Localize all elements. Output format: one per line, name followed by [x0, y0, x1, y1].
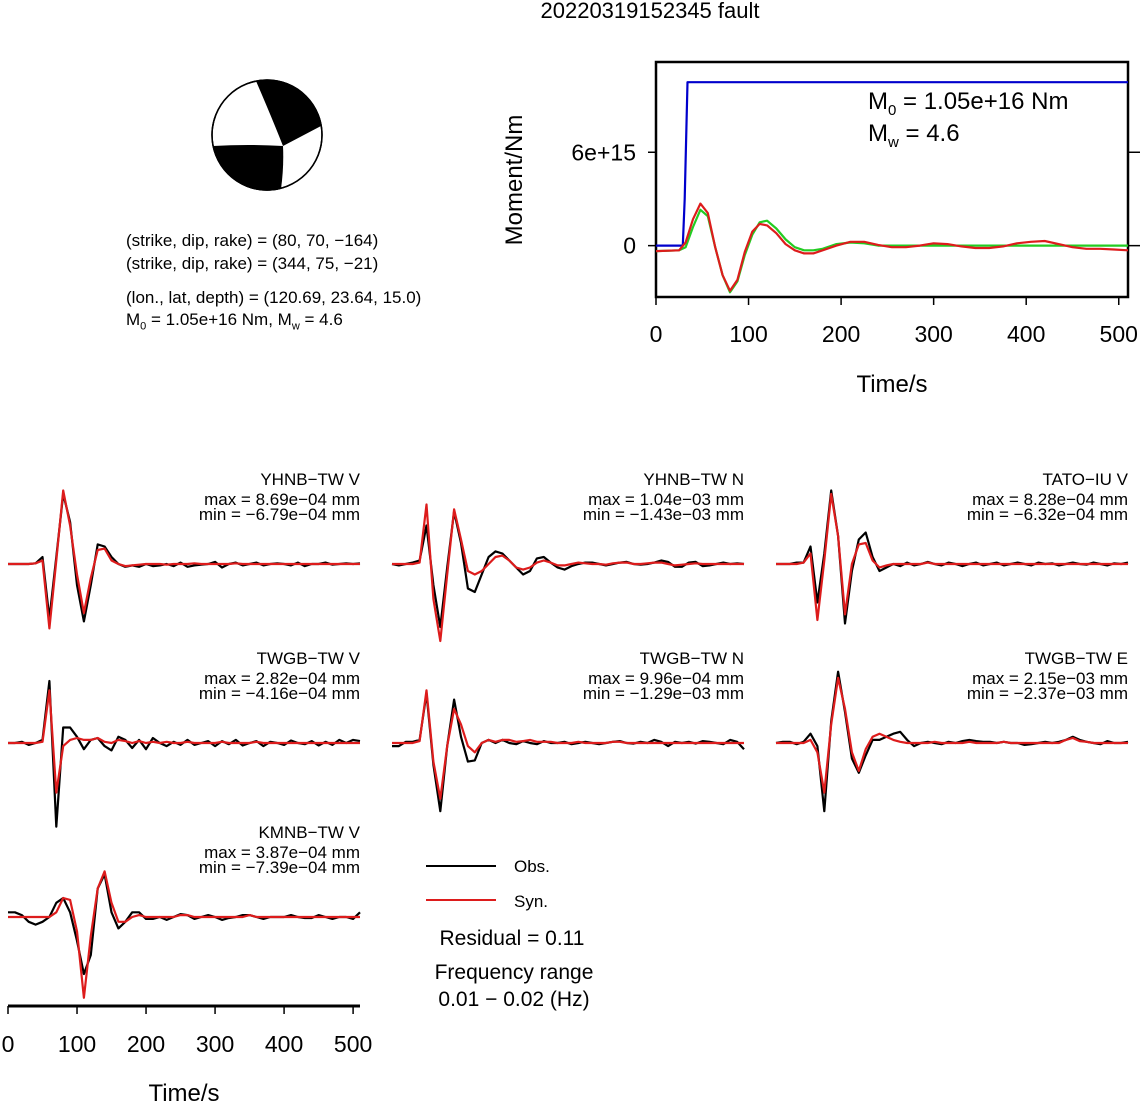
waveform-min-label: min = −6.32e−04 mm: [967, 505, 1128, 524]
waveform-xtick-label: 100: [58, 1031, 96, 1057]
waveform-station-label: YHNB−TW N: [643, 470, 744, 489]
waveform-max-label: max = 2.82e−04 mm: [204, 669, 360, 688]
waveform-min-label: min = −1.43e−03 mm: [583, 505, 744, 524]
waveform-max-label: max = 2.15e−03 mm: [972, 669, 1128, 688]
moment-mw-annotation: Mw = 4.6: [868, 120, 960, 151]
waveform-syn-trace: [776, 492, 1128, 622]
moment-series-green: [655, 208, 1128, 294]
moment-xtick-label: 0: [650, 321, 663, 347]
moment-xtick-label: 400: [1007, 321, 1045, 347]
waveform-xtick-label: 400: [265, 1031, 303, 1057]
legend-obs-label: Obs.: [514, 857, 550, 876]
moment-ytick-label: 0: [623, 233, 636, 259]
moment-xtick-label: 100: [729, 321, 767, 347]
moment-xtick-label: 200: [822, 321, 860, 347]
moment-xlabel: Time/s: [856, 371, 927, 398]
moment-ytick-label: 6e+15: [571, 139, 636, 165]
waveform-xtick-label: 200: [127, 1031, 165, 1057]
waveform-syn-trace: [392, 503, 744, 643]
waveform-syn-trace: [8, 489, 360, 630]
moment-function-plot: Moment/Nm Time/s 0 100 200 300 400 50006e+15 …: [501, 60, 1140, 398]
waveform-syn-trace: [776, 676, 1128, 794]
waveform-min-label: min = −4.16e−04 mm: [199, 684, 360, 703]
waveform-station-label: TATO−IU V: [1043, 470, 1129, 489]
waveform-max-label: max = 9.96e−04 mm: [588, 669, 744, 688]
waveform-min-label: min = −7.39e−04 mm: [199, 858, 360, 877]
waveform-min-label: min = −2.37e−03 mm: [967, 684, 1128, 703]
waveform-min-label: min = −6.79e−04 mm: [199, 505, 360, 524]
waveform-max-label: max = 3.87e−04 mm: [204, 843, 360, 862]
event-location: (lon., lat, depth) = (120.69, 23.64, 15.…: [126, 288, 422, 307]
figure-title: 20220319152345 fault: [541, 0, 760, 23]
moment-plot-frame: [654, 60, 1130, 299]
waveform-obs-trace: [391, 510, 745, 629]
moment-ylabel: Moment/Nm: [501, 115, 528, 246]
nodal-plane-1: (strike, dip, rake) = (80, 70, −164): [126, 231, 379, 250]
frequency-range: 0.01 − 0.02 (Hz): [438, 988, 589, 1011]
waveform-obs-trace: [392, 692, 745, 813]
nodal-plane-2: (strike, dip, rake) = (344, 75, −21): [126, 254, 379, 273]
waveform-station-label: YHNB−TW V: [260, 470, 360, 489]
waveform-max-label: max = 8.69e−04 mm: [204, 490, 360, 509]
event-magnitude: M0 = 1.05e+16 Nm, Mw = 4.6: [126, 310, 343, 333]
waveform-obs-trace: [8, 873, 361, 976]
moment-xtick-label: 500: [1100, 321, 1138, 347]
waveform-xtick-label: 500: [334, 1031, 372, 1057]
moment-xtick-label: 300: [914, 321, 952, 347]
legend: Obs. Syn.: [426, 857, 550, 911]
moment-m0-annotation: M0 = 1.05e+16 Nm: [868, 88, 1068, 119]
waveform-station-label: KMNB−TW V: [258, 823, 360, 842]
waveform-station-label: TWGB−TW N: [640, 649, 744, 668]
waveform-max-label: max = 1.04e−03 mm: [588, 490, 744, 509]
beachball-icon: [211, 79, 323, 191]
waveform-xtick-label: 300: [196, 1031, 234, 1057]
waveform-xlabel: Time/s: [148, 1080, 219, 1104]
waveform-min-label: min = −1.29e−03 mm: [583, 684, 744, 703]
frequency-label: Frequency range: [435, 961, 594, 984]
residual-text: Residual = 0.11: [440, 927, 585, 950]
waveform-syn-trace: [392, 689, 744, 800]
waveform-syn-trace: [8, 689, 360, 794]
waveform-time-axis: Time/s 0 100 200 300 400 500: [2, 1004, 372, 1104]
waveform-station-label: TWGB−TW E: [1025, 649, 1128, 668]
legend-syn-label: Syn.: [514, 892, 548, 911]
moment-series-cumulative: [656, 81, 1128, 247]
moment-series-red: [655, 202, 1129, 292]
waveform-xtick-label: 0: [2, 1031, 15, 1057]
waveform-syn-trace: [8, 870, 360, 999]
waveform-max-label: max = 8.28e−04 mm: [972, 490, 1128, 509]
waveform-station-label: TWGB−TW V: [257, 649, 361, 668]
